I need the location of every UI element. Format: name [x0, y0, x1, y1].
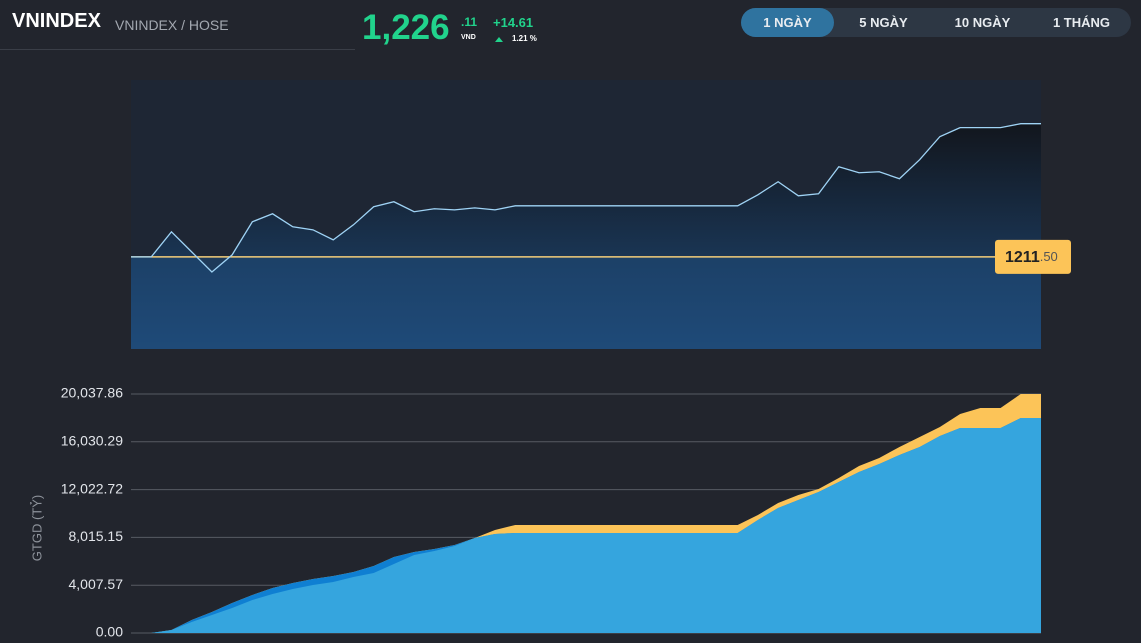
- reference-badge: [995, 239, 1071, 274]
- range-tab[interactable]: 5 NGÀY: [859, 15, 908, 30]
- area: [131, 417, 1041, 633]
- symbol: VNINDEX: [12, 10, 101, 32]
- y-tick-label: 0.00: [96, 624, 123, 640]
- price: 1,226: [362, 8, 450, 47]
- up-arrow: [495, 37, 503, 42]
- exchange: VNINDEX / HOSE: [115, 17, 229, 33]
- range-tab[interactable]: 1 NGÀY: [741, 8, 834, 37]
- divider: [0, 49, 355, 50]
- change-percent: 1.21 %: [512, 34, 537, 43]
- reference-decimal: .50: [1040, 249, 1058, 264]
- price-decimal: .11: [461, 15, 478, 29]
- price-line: [131, 123, 1041, 273]
- range-tab[interactable]: 10 NGÀY: [954, 15, 1011, 30]
- below-reference: [131, 256, 1041, 349]
- y-tick-label: 4,007.57: [69, 576, 124, 592]
- y-tick-label: 20,037.86: [61, 385, 123, 401]
- reference-int: 1211: [1005, 249, 1040, 266]
- range-tab[interactable]: 1 THÁNG: [1052, 15, 1111, 30]
- change: +14.61: [493, 15, 534, 30]
- range-tabs: 1 NGÀY 5 NGÀY 10 NGÀY 1 THÁNG: [741, 8, 1131, 37]
- y-tick-label: 12,022.72: [61, 480, 123, 496]
- reference-label: 1211.50: [1005, 249, 1058, 266]
- currency: VND: [461, 34, 476, 41]
- y-axis-title: GTGD (TỶ): [29, 495, 44, 561]
- y-tick-label: 16,030.29: [61, 433, 123, 449]
- y-tick-label: 8,015.15: [69, 528, 124, 544]
